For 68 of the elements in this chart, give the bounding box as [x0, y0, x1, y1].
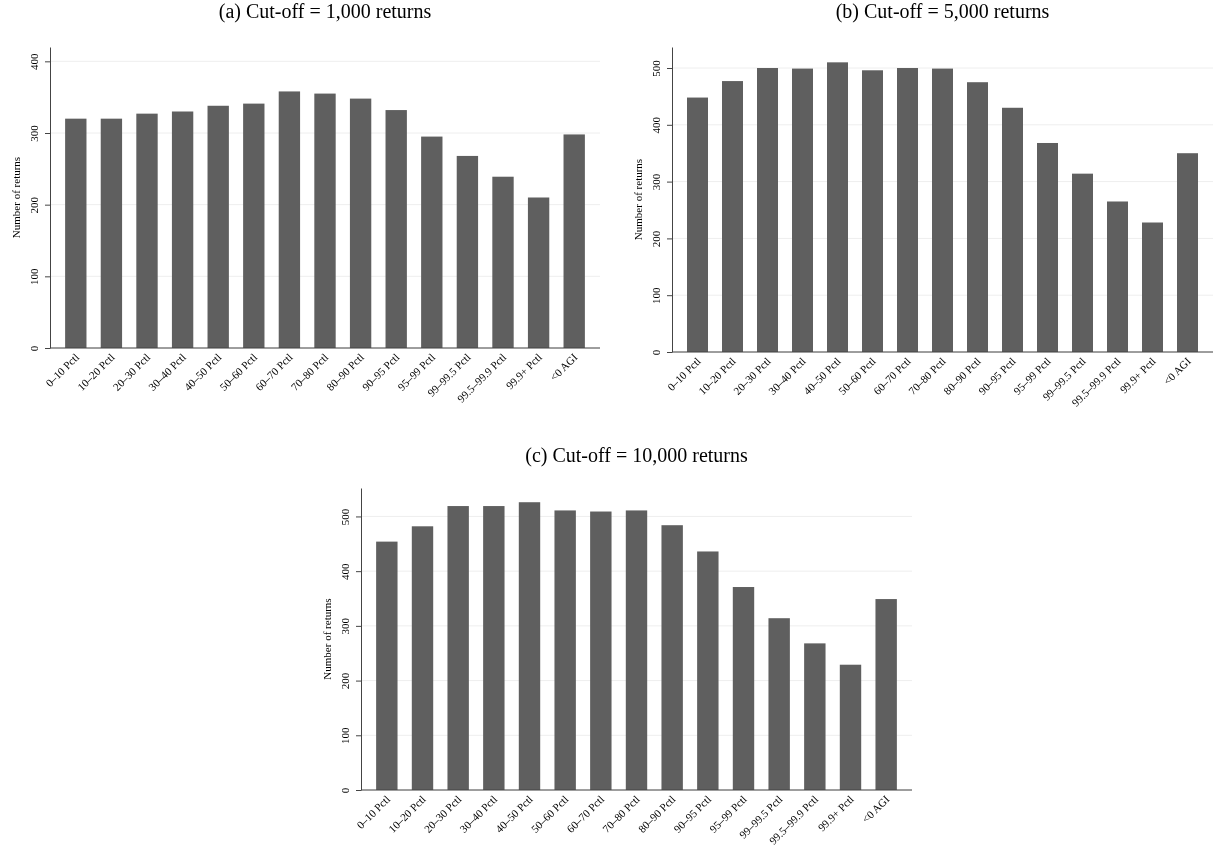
y-axis-title: Number of returns: [321, 598, 333, 680]
bar: [1107, 201, 1128, 352]
y-tick-label: 400: [339, 562, 351, 580]
bar: [492, 176, 514, 348]
y-tick-label: 200: [28, 196, 40, 214]
bar: [456, 155, 479, 348]
y-tick-label: 400: [650, 116, 662, 134]
bar: [875, 599, 897, 790]
bar: [897, 68, 918, 352]
bar: [967, 82, 988, 352]
bar: [932, 68, 953, 352]
bar: [65, 118, 87, 348]
bar: [411, 526, 434, 790]
bar: [697, 551, 719, 790]
bar: [349, 98, 372, 348]
bar: [171, 111, 194, 348]
bar: [518, 502, 541, 790]
bar: [792, 68, 813, 352]
y-tick-label: 200: [339, 672, 351, 690]
bar: [768, 618, 790, 790]
bar: [827, 62, 848, 352]
bar: [100, 118, 123, 348]
bar: [661, 525, 683, 790]
bar: [527, 197, 550, 348]
bar: [136, 113, 158, 348]
y-axis-title: Number of returns: [10, 156, 22, 239]
bar: [278, 91, 301, 348]
y-tick-label: 0: [28, 345, 40, 352]
y-tick-label: 200: [650, 230, 662, 248]
y-tick-label: 0: [650, 349, 662, 356]
y-tick-label: 500: [339, 508, 351, 526]
y-tick-label: 300: [28, 124, 40, 142]
y-tick-label: 100: [28, 268, 40, 286]
bar: [447, 506, 469, 790]
bar: [687, 97, 708, 352]
bar: [421, 136, 443, 348]
chart-title: (c) Cut-off = 10,000 returns: [525, 444, 748, 467]
bar: [722, 81, 743, 352]
bar: [839, 664, 862, 790]
bar: [1142, 222, 1163, 352]
bar: [625, 510, 648, 790]
chart-title: (b) Cut-off = 5,000 returns: [835, 0, 1050, 23]
y-tick-label: 100: [650, 286, 662, 304]
bar: [1002, 107, 1023, 352]
y-tick-label: 500: [650, 59, 662, 77]
bar: [804, 643, 826, 790]
bar: [207, 105, 229, 348]
bar: [1177, 153, 1198, 352]
chart-title: (a) Cut-off = 1,000 returns: [218, 0, 432, 23]
bar: [757, 68, 778, 352]
bar: [376, 541, 398, 790]
bar: [590, 511, 612, 790]
y-tick-label: 300: [650, 173, 662, 191]
bar: [554, 510, 576, 790]
bar: [1037, 142, 1058, 352]
y-tick-label: 100: [339, 727, 351, 745]
y-tick-label: 300: [339, 617, 351, 635]
bar: [243, 103, 265, 348]
bar: [385, 110, 407, 348]
y-axis-title: Number of returns: [632, 158, 644, 241]
y-tick-label: 0: [339, 787, 351, 794]
bar: [1072, 173, 1093, 352]
bar: [314, 93, 336, 348]
y-tick-label: 400: [28, 53, 40, 71]
bar: [563, 134, 585, 348]
bar: [732, 587, 755, 790]
bar: [483, 506, 505, 790]
bar: [862, 70, 883, 352]
